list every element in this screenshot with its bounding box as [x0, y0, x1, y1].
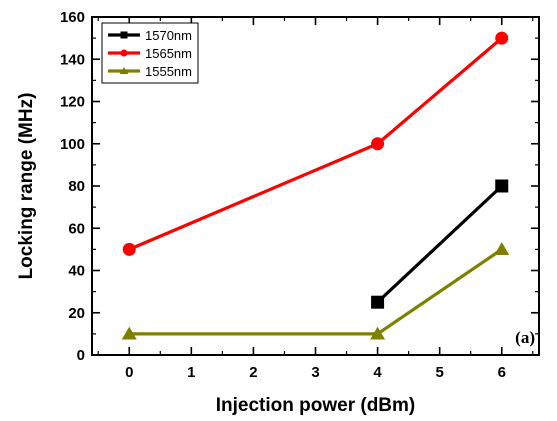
data-point-1570nm: [495, 179, 509, 193]
legend-marker-1570nm: [120, 31, 128, 39]
x-tick-label: 3: [311, 364, 319, 381]
series-layer: [121, 31, 510, 340]
x-tick-label: 6: [498, 364, 506, 381]
y-tick-label: 60: [68, 220, 85, 237]
series-line-1570nm: [376, 184, 503, 304]
x-tick-label: 5: [435, 364, 443, 381]
y-tick-label: 0: [77, 347, 85, 364]
data-point-1555nm: [370, 326, 386, 340]
legend-label-1570nm: 1570nm: [145, 28, 192, 43]
y-tick-label: 40: [68, 263, 85, 280]
legend-label-1565nm: 1565nm: [145, 46, 192, 61]
data-point-1570nm: [371, 295, 385, 309]
legend-marker-1555nm: [119, 67, 129, 75]
legend-marker-1565nm: [120, 49, 128, 57]
legend-label-1555nm: 1555nm: [145, 64, 192, 79]
x-tick-label: 4: [373, 364, 382, 381]
y-tick-label: 140: [60, 51, 85, 68]
y-tick-label: 120: [60, 94, 85, 111]
data-point-1565nm: [371, 137, 385, 151]
series-line-1555nm: [129, 248, 503, 336]
y-tick-label: 160: [60, 9, 85, 26]
data-point-1565nm: [495, 31, 509, 45]
legend: 1570nm 1565nm 1555nm: [101, 22, 199, 84]
data-point-1555nm: [121, 326, 137, 340]
x-tick-label: 2: [249, 364, 257, 381]
x-tick-label: 0: [125, 364, 133, 381]
data-point-1555nm: [494, 242, 510, 255]
y-tick-label: 20: [68, 305, 85, 322]
y-axis-title: Locking range (MHz): [16, 93, 37, 280]
y-tick-label: 100: [60, 136, 85, 153]
x-tick-label: 1: [187, 364, 195, 381]
x-axis-title: Injection power (dBm): [216, 395, 416, 416]
panel-label: (a): [515, 328, 535, 347]
y-tick-label: 80: [68, 178, 85, 195]
data-point-1565nm: [122, 242, 136, 256]
